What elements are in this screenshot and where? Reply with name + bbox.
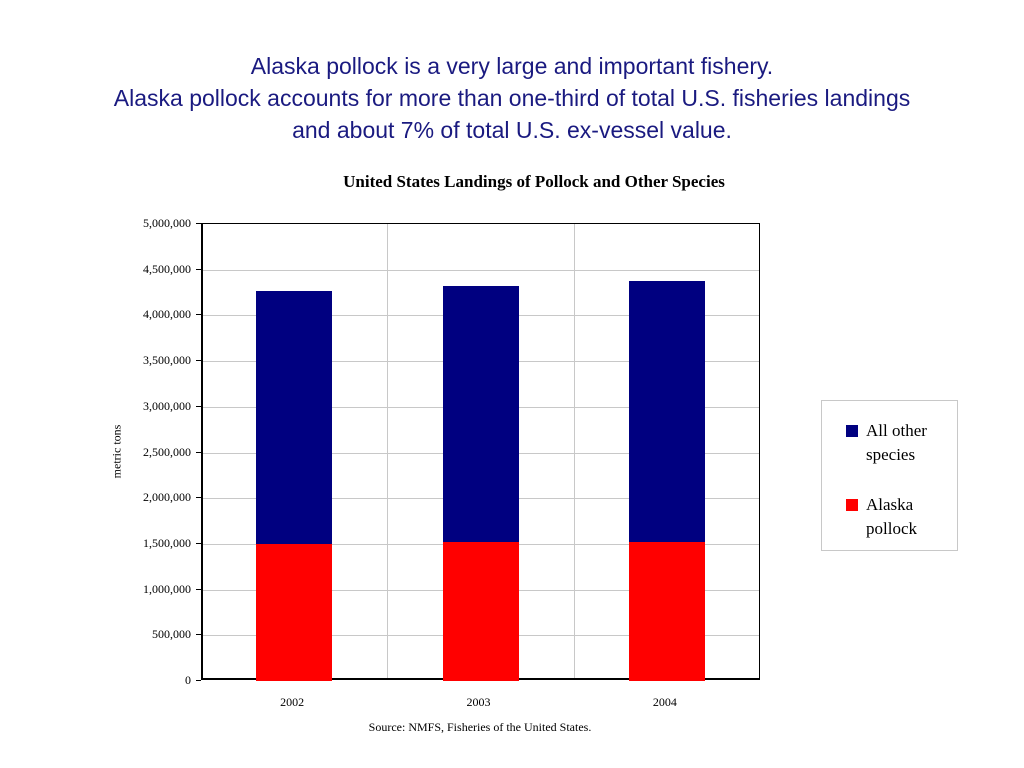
- headline-line-2: Alaska pollock accounts for more than on…: [113, 85, 911, 111]
- legend-swatch-alaska-pollock: [846, 499, 858, 511]
- legend: All other species Alaska pollock: [821, 400, 958, 551]
- source-note: Source: NMFS, Fisheries of the United St…: [368, 720, 592, 734]
- y-tick-label: 4,500,000: [143, 261, 191, 276]
- gridline: [203, 269, 759, 271]
- y-tick-label: 5,000,000: [143, 216, 191, 230]
- legend-label: species: [866, 445, 916, 464]
- plot-area: [201, 223, 760, 681]
- y-tick-label: 3,500,000: [143, 353, 191, 368]
- headline-line-1: Alaska pollock is a very large and impor…: [250, 53, 774, 79]
- y-tick-mark: [196, 680, 201, 681]
- y-tick-mark: [196, 223, 201, 224]
- x-tick-label: 2003: [466, 695, 491, 709]
- category-gridline: [573, 224, 575, 678]
- y-tick-label: 500,000: [152, 627, 191, 642]
- legend-swatch-all-other-species: [846, 425, 858, 437]
- slide-headline: Alaska pollock is a very large and impor…: [0, 50, 1024, 146]
- bar-all-other-species-2004: [628, 280, 705, 543]
- legend-label: All other: [866, 421, 927, 440]
- y-tick-mark: [196, 634, 201, 636]
- chart-title: United States Landings of Pollock and Ot…: [343, 172, 725, 191]
- y-tick-label: 2,500,000: [143, 444, 191, 459]
- y-tick-mark: [196, 360, 201, 362]
- y-tick-label: 2,000,000: [143, 490, 191, 505]
- y-tick-mark: [196, 542, 201, 544]
- y-tick-label: 0: [185, 673, 191, 687]
- y-tick-mark: [196, 588, 201, 590]
- y-tick-mark: [196, 314, 201, 316]
- bar-all-other-species-2003: [442, 286, 519, 543]
- y-tick-label: 3,000,000: [143, 398, 191, 413]
- legend-label: Alaska: [866, 495, 914, 514]
- category-gridline: [387, 224, 389, 678]
- y-tick-label: 1,000,000: [143, 581, 191, 596]
- bar-alaska-pollock-2004: [628, 542, 705, 681]
- legend-label: pollock: [866, 519, 917, 538]
- x-tick-label: 2004: [652, 695, 677, 709]
- bar-alaska-pollock-2003: [442, 542, 519, 681]
- y-tick-mark: [196, 451, 201, 453]
- y-tick-mark: [196, 497, 201, 499]
- y-tick-mark: [196, 268, 201, 270]
- y-tick-label: 4,000,000: [143, 307, 191, 322]
- y-tick-label: 1,500,000: [143, 535, 191, 550]
- bar-all-other-species-2002: [256, 290, 333, 544]
- x-tick-label: 2002: [280, 695, 305, 709]
- headline-line-3: and about 7% of total U.S. ex-vessel val…: [292, 117, 732, 143]
- bar-alaska-pollock-2002: [256, 543, 333, 681]
- y-tick-mark: [196, 405, 201, 407]
